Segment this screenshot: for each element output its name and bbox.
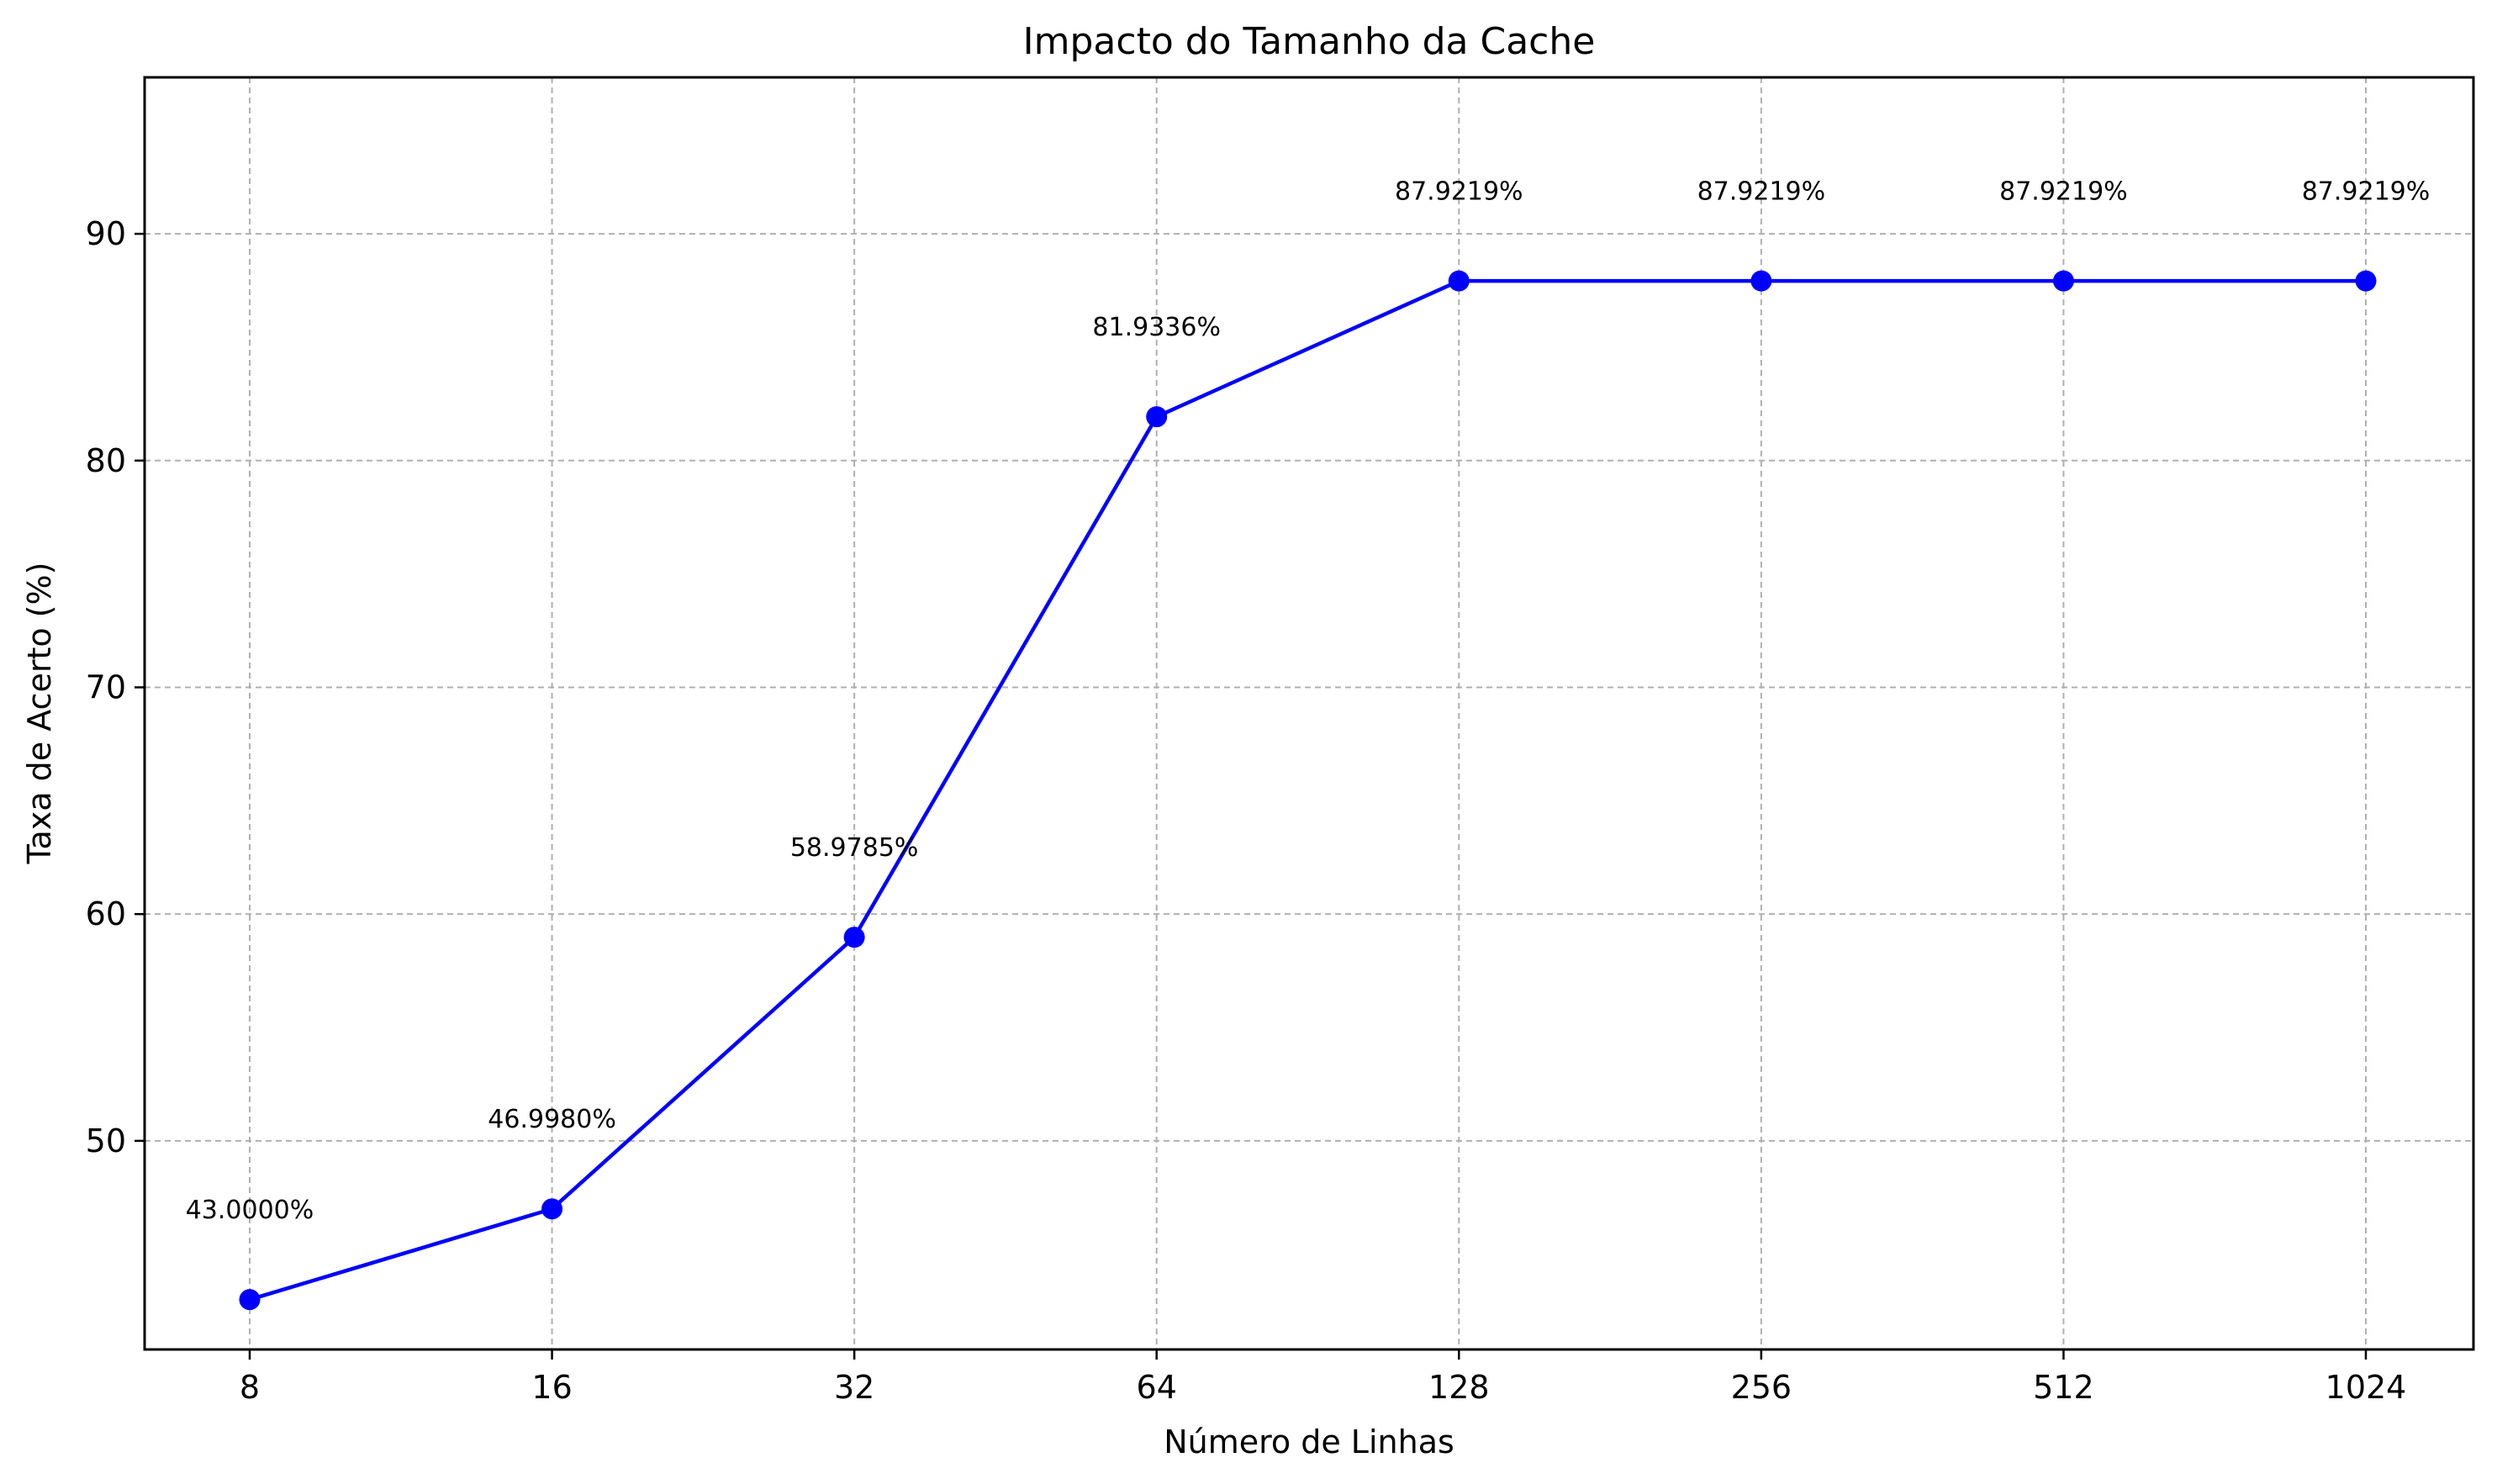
x-axis: 8 16 32 64 128 256 512 1024 (240, 1349, 2406, 1406)
x-tick-label: 8 (240, 1369, 260, 1406)
y-tick-label: 50 (86, 1122, 126, 1159)
data-point (1448, 270, 1470, 292)
x-tick-label: 256 (1731, 1369, 1792, 1406)
y-tick-label: 80 (86, 442, 126, 479)
data-label: 87.9219% (1999, 177, 2128, 206)
y-tick-label: 60 (86, 895, 126, 932)
data-point (541, 1198, 563, 1220)
data-point (1750, 270, 1772, 292)
data-label: 87.9219% (2302, 177, 2431, 206)
plot-area (143, 76, 2475, 1351)
data-point (2355, 270, 2377, 292)
data-point (2052, 270, 2074, 292)
y-axis: 50 60 70 80 90 (86, 215, 145, 1159)
x-tick-label: 16 (531, 1369, 572, 1406)
data-point (239, 1289, 261, 1311)
data-point (1146, 406, 1168, 428)
data-point (843, 927, 865, 948)
data-label: 87.9219% (1697, 177, 1826, 206)
x-tick-label: 64 (1137, 1369, 1177, 1406)
data-label: 81.9336% (1092, 313, 1221, 342)
data-label: 87.9219% (1395, 177, 1523, 206)
grid (145, 77, 2473, 1349)
x-axis-label: Número de Linhas (1164, 1423, 1454, 1460)
data-label: 43.0000% (186, 1196, 314, 1225)
x-tick-label: 512 (2033, 1369, 2094, 1406)
series-line (249, 278, 2366, 1302)
data-label: 46.9980% (488, 1105, 616, 1134)
data-label: 58.9785% (790, 833, 919, 863)
y-tick-label: 70 (86, 668, 126, 705)
x-tick-label: 32 (834, 1369, 874, 1406)
series-layer (239, 270, 2377, 1311)
y-tick-label: 90 (86, 215, 126, 252)
x-tick-label: 1024 (2325, 1369, 2407, 1406)
y-axis-label: Taxa de Acerto (%) (21, 562, 58, 865)
x-tick-label: 128 (1428, 1369, 1490, 1406)
data-labels: 43.0000% 46.9980% 58.9785% 81.9336% 87.9219%… (186, 177, 2431, 1225)
chart-title: Impacto do Tamanho da Cache (1023, 20, 1596, 63)
